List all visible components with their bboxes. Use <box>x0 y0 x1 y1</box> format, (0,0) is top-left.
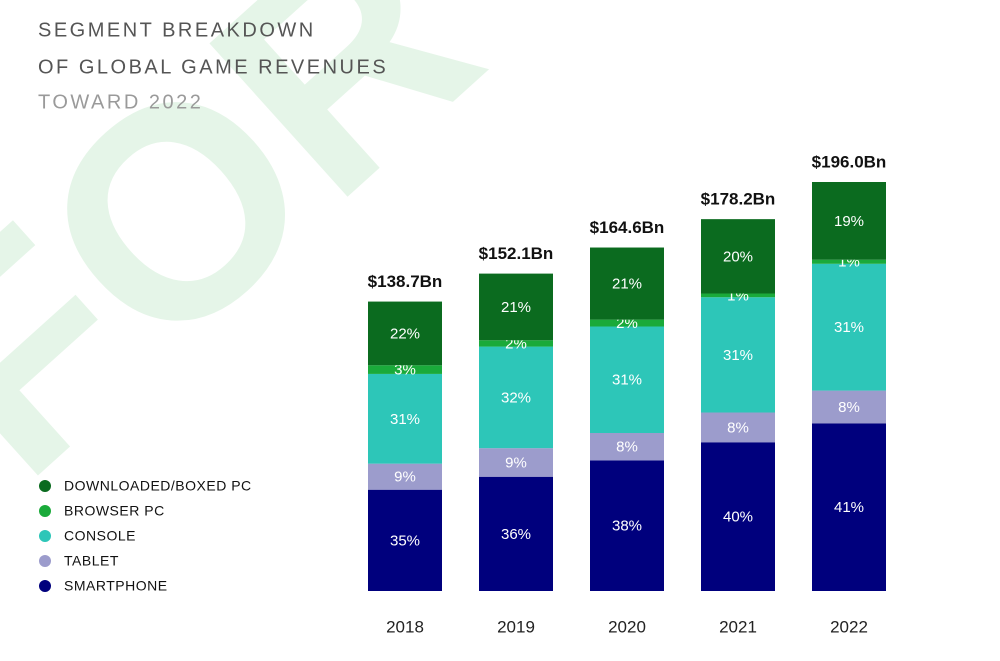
segment-label: 41% <box>834 499 864 516</box>
bar-segment <box>590 326 664 434</box>
watermark: FOR <box>0 0 536 536</box>
segment-label: 38% <box>612 518 642 535</box>
total-label: $178.2Bn <box>701 190 776 209</box>
bar-segment <box>812 263 886 391</box>
bar-segment <box>368 365 442 374</box>
bar-segment <box>368 489 442 591</box>
segment-label: 9% <box>505 454 527 471</box>
segment-label: 31% <box>390 411 420 428</box>
legend-marker <box>39 555 51 567</box>
legend-label: DOWNLOADED/BOXED PC <box>64 478 252 494</box>
x-tick-label: 2021 <box>719 617 757 636</box>
segment-label: 31% <box>612 372 642 389</box>
segment-label: 35% <box>390 532 420 549</box>
segment-label: 9% <box>394 469 416 486</box>
segment-label: 36% <box>501 526 531 543</box>
bar-segment <box>368 463 442 490</box>
x-tick-label: 2022 <box>830 617 868 636</box>
bar-segment <box>479 273 553 341</box>
bar-segment <box>812 423 886 591</box>
chart-subtitle: TOWARD 2022 <box>38 91 203 113</box>
bar-segment <box>701 293 775 298</box>
segment-label: 32% <box>501 389 531 406</box>
segment-label: 22% <box>390 325 420 342</box>
bar-segment <box>590 460 664 591</box>
bar-segment <box>368 373 442 464</box>
bar-segment <box>701 412 775 443</box>
bar-segment <box>701 219 775 294</box>
segment-label: 21% <box>612 276 642 293</box>
legend-marker <box>39 480 51 492</box>
segment-label: 8% <box>616 439 638 456</box>
legend-label: TABLET <box>64 553 119 569</box>
bar-segment <box>590 433 664 461</box>
segment-label: 31% <box>834 319 864 336</box>
legend-marker <box>39 580 51 592</box>
bar-segment <box>479 448 553 477</box>
bar-segment <box>479 340 553 347</box>
total-label: $138.7Bn <box>368 272 443 291</box>
legend-label: BROWSER PC <box>64 503 165 519</box>
legend-marker <box>39 505 51 517</box>
segment-label: 21% <box>501 299 531 316</box>
chart-title: OF GLOBAL GAME REVENUES <box>38 56 388 78</box>
bar-segment <box>812 182 886 260</box>
x-tick-label: 2019 <box>497 617 535 636</box>
bar-segment <box>590 319 664 327</box>
bar-segment <box>479 346 553 449</box>
bar-segment <box>368 301 442 366</box>
bar-segment <box>812 390 886 424</box>
bar-segment <box>812 259 886 264</box>
bar-segment <box>590 247 664 320</box>
total-label: $196.0Bn <box>812 152 887 171</box>
segment-label: 19% <box>834 213 864 230</box>
legend-label: SMARTPHONE <box>64 578 168 594</box>
legend-marker <box>39 530 51 542</box>
legend-label: CONSOLE <box>64 528 136 544</box>
x-tick-label: 2020 <box>608 617 646 636</box>
segment-label: 3% <box>394 362 416 379</box>
segment-label: 31% <box>723 347 753 364</box>
segment-label: 40% <box>723 509 753 526</box>
segment-label: 8% <box>838 399 860 416</box>
x-tick-label: 2018 <box>386 617 424 636</box>
segment-label: 20% <box>723 248 753 265</box>
bar-segment <box>479 476 553 591</box>
total-label: $152.1Bn <box>479 244 554 263</box>
chart-title: SEGMENT BREAKDOWN <box>38 19 316 41</box>
bar-segment <box>701 442 775 591</box>
total-label: $164.6Bn <box>590 218 665 237</box>
segment-label: 8% <box>727 419 749 436</box>
bar-segment <box>701 297 775 413</box>
